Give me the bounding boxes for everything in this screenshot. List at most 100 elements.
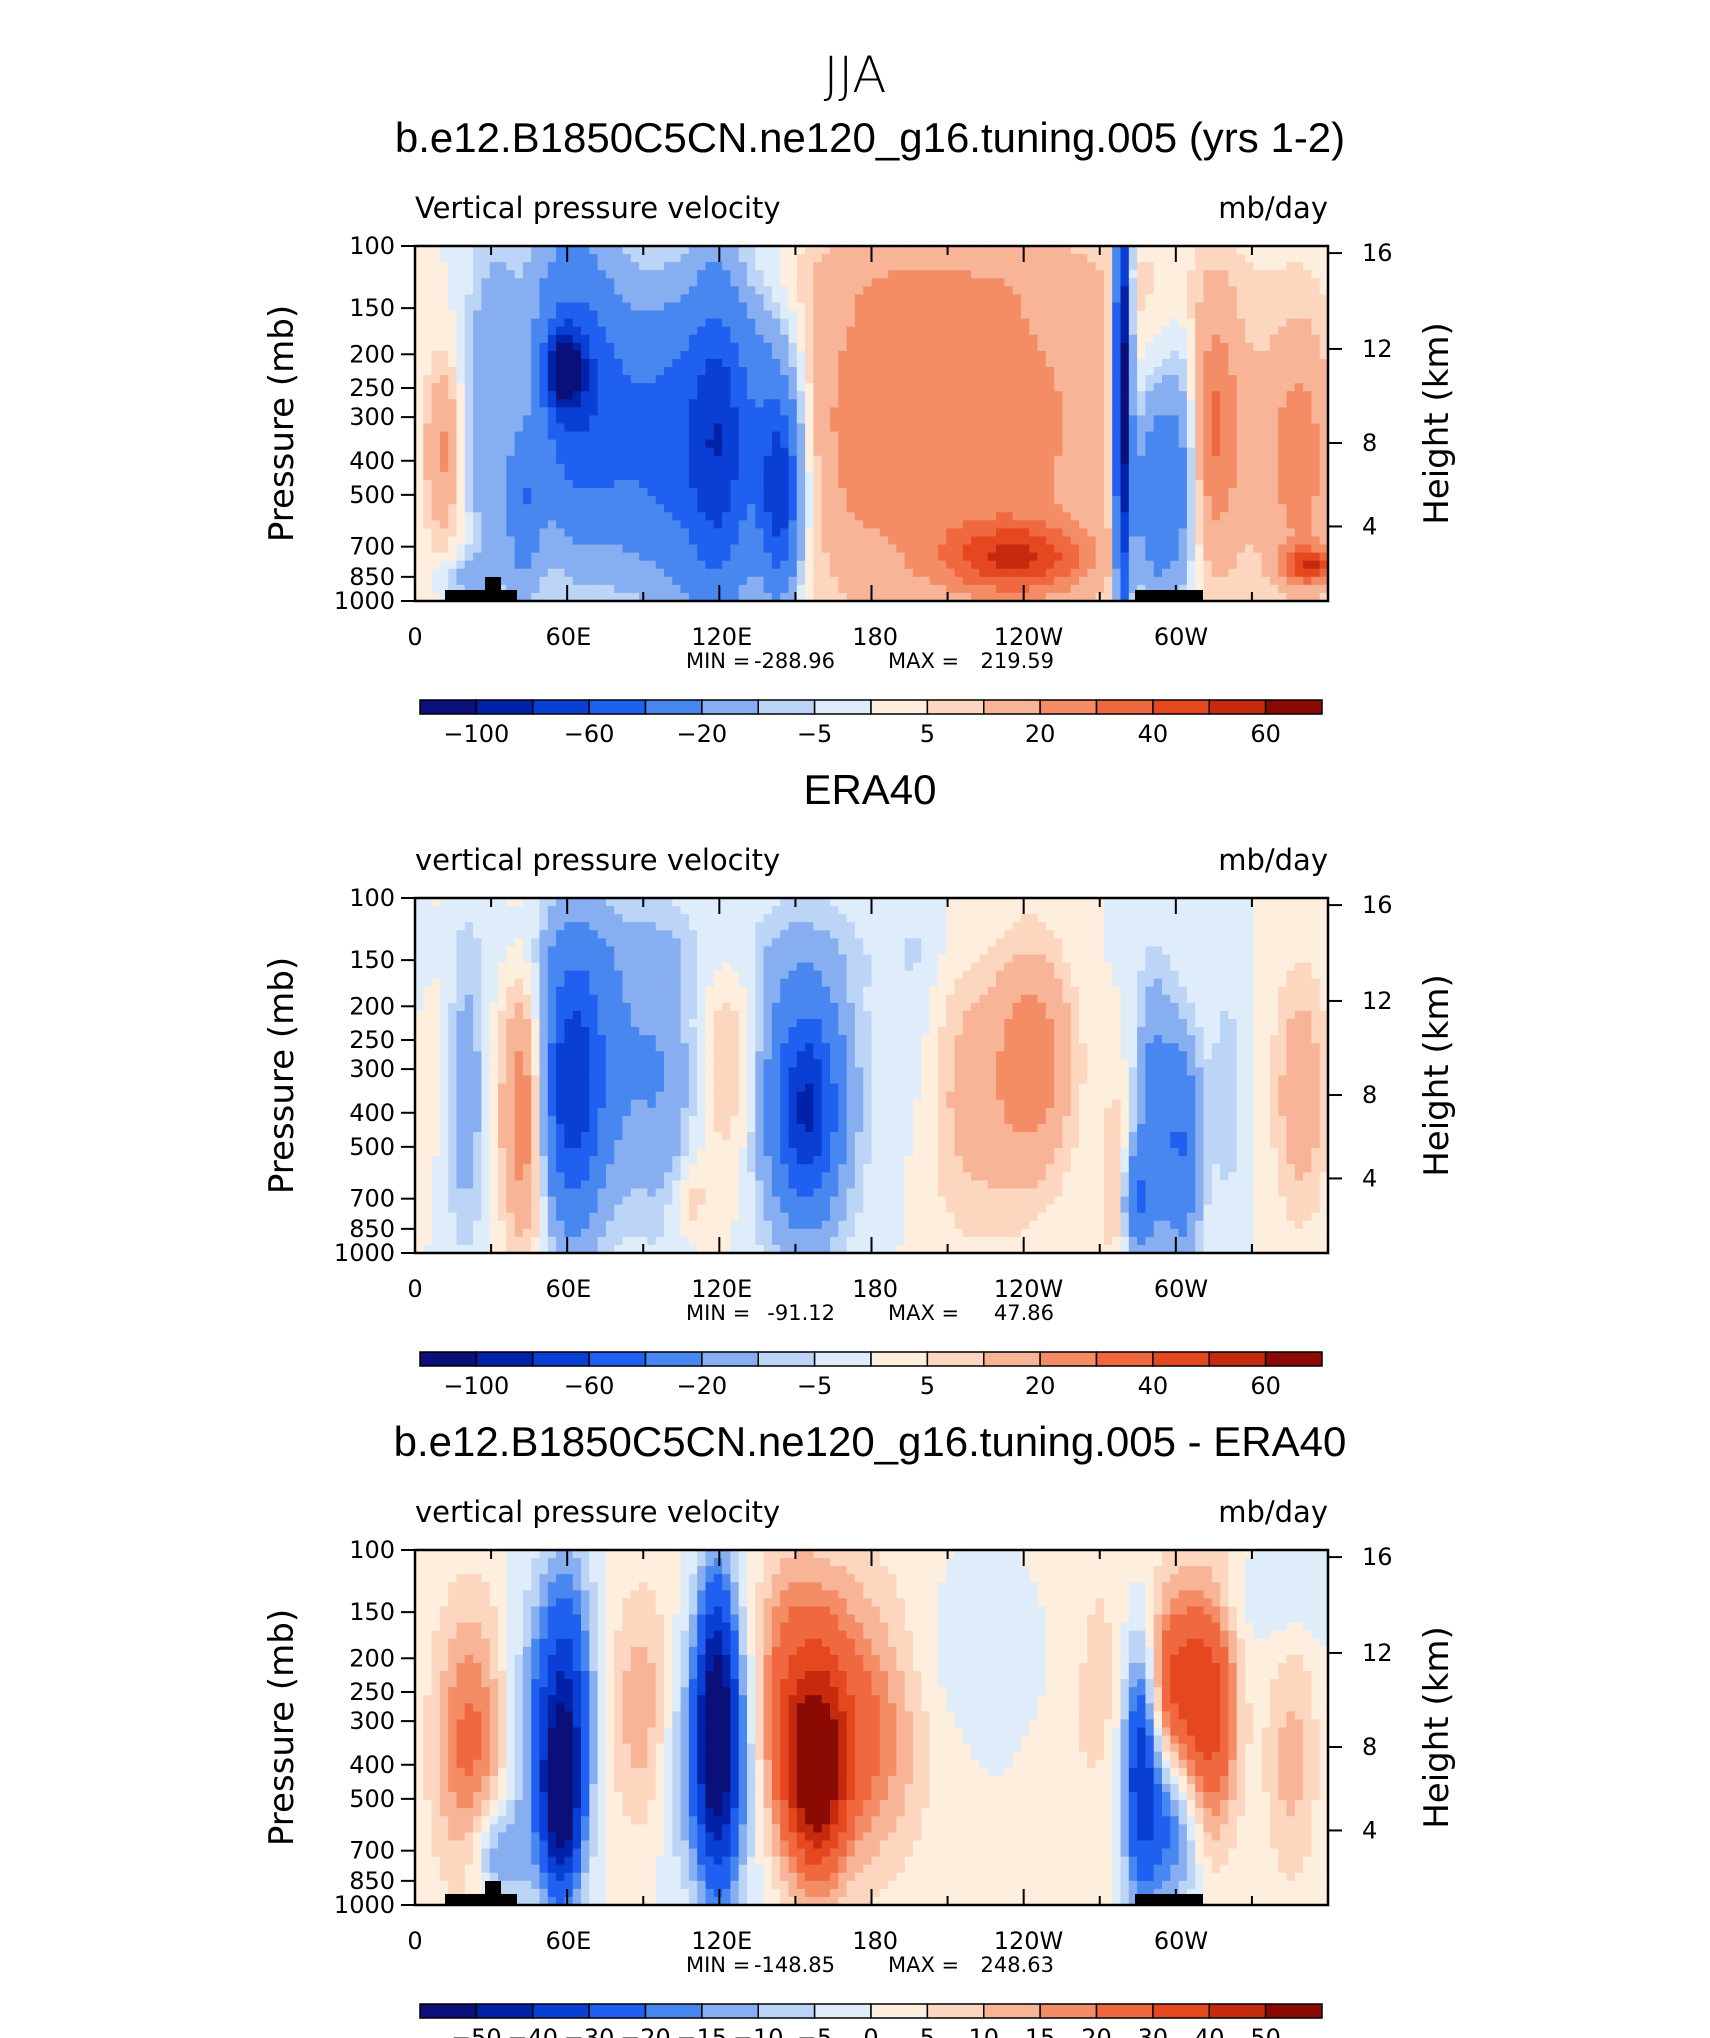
field-cell [1245,488,1254,497]
field-cell [771,254,781,263]
field-cell [1045,520,1055,529]
field-cell [1137,431,1146,441]
field-cell [647,246,657,255]
field-cell [937,520,947,529]
field-cell [1012,310,1022,320]
field-cell [821,358,831,368]
field-cell [1087,254,1097,263]
field-cell [473,262,482,271]
field-cell [448,294,458,304]
field-cell [1145,407,1155,417]
field-cell [830,528,839,538]
field-cell [821,294,831,304]
field-cell [747,286,756,296]
field-cell [846,463,856,473]
field-cell [1269,358,1279,368]
field-cell [863,318,873,328]
field-cell [1236,560,1246,570]
field-cell [722,262,731,271]
field-cell [1170,560,1180,570]
field-cell [996,358,1005,368]
field-cell [713,415,723,425]
field-cell [1145,455,1155,465]
field-cell [622,415,632,425]
field-cell [564,560,574,570]
field-cell [821,334,831,344]
field-cell [846,342,856,352]
field-cell [514,488,524,497]
field-cell [498,471,507,481]
field-cell [871,520,881,529]
field-cell [854,528,864,538]
field-cell [962,512,972,521]
field-cell [1095,439,1105,449]
lon-tick-label: 60W [1154,623,1208,651]
field-cell [946,552,956,562]
field-cell [473,463,482,473]
field-cell [1186,471,1196,481]
field-cell [1228,584,1238,594]
field-cell [1162,246,1171,255]
field-cell [996,584,1005,594]
field-cell [830,350,839,360]
field-cell [1045,262,1055,271]
field-cell [1120,278,1130,287]
field-cell [1269,439,1279,449]
field-cell [489,488,499,497]
field-cell [1012,455,1022,465]
field-cell [1319,560,1329,570]
field-cell [1145,415,1155,425]
field-cell [1037,358,1047,368]
field-cell [1211,407,1221,417]
field-cell [763,584,773,594]
field-cell [464,463,474,473]
field-cell [664,407,673,417]
field-cell [439,584,449,594]
field-cell [838,455,848,465]
field-cell [564,391,574,400]
field-cell [830,471,839,481]
field-cell [1236,471,1246,481]
field-cell [747,576,756,586]
field-cell [514,528,524,538]
field-cell [1319,302,1329,312]
field-cell [688,552,698,562]
field-cell [1020,552,1030,562]
field-cell [498,576,507,586]
field-cell [464,488,474,497]
field-cell [722,504,731,513]
field-cell [788,286,798,296]
field-cell [1178,326,1188,336]
field-cell [1004,375,1014,384]
field-cell [913,367,922,376]
field-cell [1253,584,1263,594]
field-cell [813,552,823,562]
field-cell [780,552,790,562]
field-cell [913,294,922,304]
field-cell [771,302,781,312]
field-cell [1062,471,1072,481]
field-cell [498,294,507,304]
field-cell [705,431,715,441]
field-cell [722,898,731,907]
field-cell [904,520,914,529]
field-cell [439,544,449,554]
field-cell [464,391,474,400]
field-cell [722,560,731,570]
field-cell [1245,399,1254,408]
field-cell [489,463,499,473]
field-cell [1294,552,1304,562]
field-cell [1236,391,1246,400]
field-cell [614,294,624,304]
field-cell [1178,375,1188,384]
field-cell [514,584,524,594]
field-cell [1178,584,1188,594]
field-cell [439,552,449,562]
field-cell [996,391,1005,400]
field-cell [805,326,814,336]
field-cell [1278,294,1288,304]
field-cell [589,262,599,271]
field-cell [506,294,516,304]
field-cell [1004,342,1014,352]
field-cell [854,560,864,570]
